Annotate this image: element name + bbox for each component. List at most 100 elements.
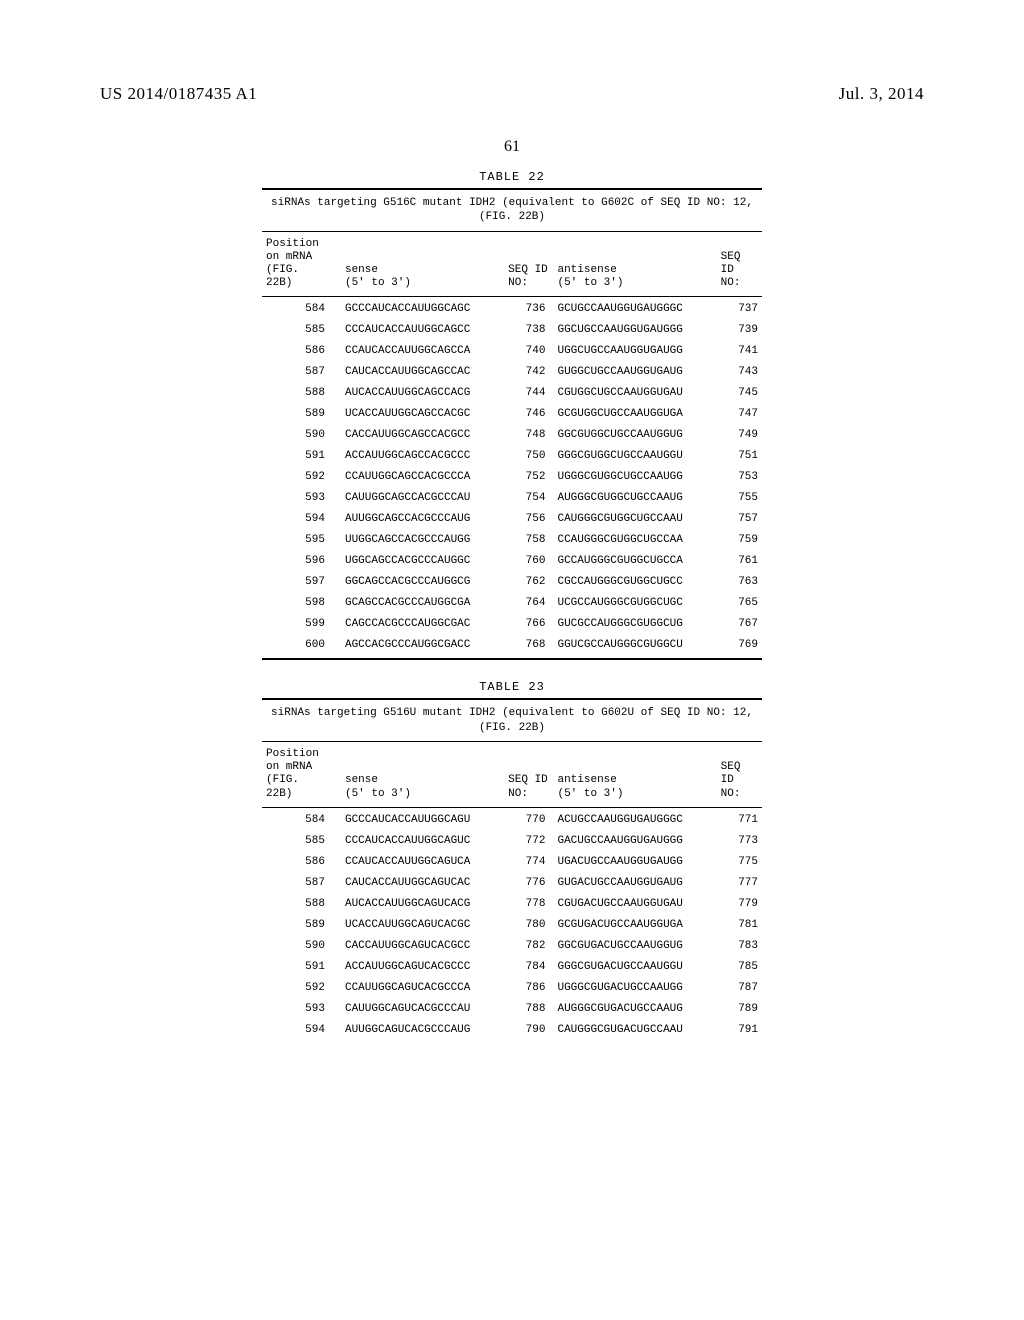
cell-seqid-antisense: 745 <box>717 383 762 404</box>
cell-position: 588 <box>262 894 341 915</box>
cell-position: 587 <box>262 873 341 894</box>
table-row: 585CCCAUCACCAUUGGCAGUC772GACUGCCAAUGGUGA… <box>262 831 762 852</box>
cell-sense: CAUCACCAUUGGCAGCCAC <box>341 362 504 383</box>
table-row: 587CAUCACCAUUGGCAGCCAC742GUGGCUGCCAAUGGU… <box>262 362 762 383</box>
cell-seqid-sense: 788 <box>504 999 553 1020</box>
table-row: 591ACCAUUGGCAGCCACGCCC750GGGCGUGGCUGCCAA… <box>262 446 762 467</box>
cell-position: 591 <box>262 957 341 978</box>
cell-sense: CAUCACCAUUGGCAGUCAC <box>341 873 504 894</box>
sirna-table: TABLE 22 siRNAs targeting G516C mutant ID… <box>262 170 762 660</box>
cell-seqid-sense: 756 <box>504 509 553 530</box>
cell-seqid-sense: 774 <box>504 852 553 873</box>
cell-sense: GCCCAUCACCAUUGGCAGU <box>341 810 504 831</box>
cell-antisense: GACUGCCAAUGGUGAUGGG <box>553 831 716 852</box>
cell-seqid-sense: 782 <box>504 936 553 957</box>
col-sense-header: sense(5' to 3') <box>341 234 504 295</box>
cell-position: 596 <box>262 551 341 572</box>
cell-position: 594 <box>262 509 341 530</box>
cell-seqid-sense: 772 <box>504 831 553 852</box>
cell-sense: AUUGGCAGUCACGCCCAUG <box>341 1020 504 1041</box>
cell-seqid-antisense: 785 <box>717 957 762 978</box>
table-row: 584GCCCAUCACCAUUGGCAGU770ACUGCCAAUGGUGAU… <box>262 810 762 831</box>
cell-antisense: CCAUGGGCGUGGCUGCCAA <box>553 530 716 551</box>
table-row: 595UUGGCAGCCACGCCCAUGG758CCAUGGGCGUGGCUG… <box>262 530 762 551</box>
table-caption: siRNAs targeting G516C mutant IDH2 (equi… <box>262 192 762 229</box>
cell-antisense: GGCGUGGCUGCCAAUGGUG <box>553 425 716 446</box>
table-row: 588AUCACCAUUGGCAGUCACG778CGUGACUGCCAAUGG… <box>262 894 762 915</box>
tables-area: TABLE 22 siRNAs targeting G516C mutant ID… <box>262 170 762 1061</box>
table-bottom-rule <box>262 658 762 660</box>
cell-sense: CACCAUUGGCAGCCACGCC <box>341 425 504 446</box>
cell-position: 600 <box>262 635 341 656</box>
cell-sense: CCAUCACCAUUGGCAGUCA <box>341 852 504 873</box>
cell-antisense: CGUGACUGCCAAUGGUGAU <box>553 894 716 915</box>
cell-antisense: GCCAUGGGCGUGGCUGCCA <box>553 551 716 572</box>
cell-seqid-antisense: 781 <box>717 915 762 936</box>
cell-position: 598 <box>262 593 341 614</box>
cell-antisense: UGACUGCCAAUGGUGAUGG <box>553 852 716 873</box>
cell-seqid-antisense: 783 <box>717 936 762 957</box>
publication-number: US 2014/0187435 A1 <box>100 84 257 104</box>
cell-seqid-sense: 764 <box>504 593 553 614</box>
cell-seqid-sense: 786 <box>504 978 553 999</box>
col-position-header: Positionon mRNA(FIG.22B) <box>262 234 341 295</box>
cell-sense: AUCACCAUUGGCAGCCACG <box>341 383 504 404</box>
cell-position: 594 <box>262 1020 341 1041</box>
cell-position: 588 <box>262 383 341 404</box>
cell-seqid-sense: 746 <box>504 404 553 425</box>
cell-seqid-antisense: 791 <box>717 1020 762 1041</box>
cell-seqid-sense: 762 <box>504 572 553 593</box>
cell-seqid-antisense: 789 <box>717 999 762 1020</box>
cell-seqid-sense: 738 <box>504 320 553 341</box>
table-row: 597GGCAGCCACGCCCAUGGCG762CGCCAUGGGCGUGGC… <box>262 572 762 593</box>
col-position-header: Positionon mRNA(FIG.22B) <box>262 744 341 805</box>
cell-antisense: CGCCAUGGGCGUGGCUGCC <box>553 572 716 593</box>
cell-seqid-sense: 784 <box>504 957 553 978</box>
cell-seqid-antisense: 771 <box>717 810 762 831</box>
cell-sense: CAUUGGCAGCCACGCCCAU <box>341 488 504 509</box>
table-row: 593CAUUGGCAGCCACGCCCAU754AUGGGCGUGGCUGCC… <box>262 488 762 509</box>
cell-seqid-sense: 770 <box>504 810 553 831</box>
cell-antisense: UGGGCGUGGCUGCCAAUGG <box>553 467 716 488</box>
table-row: 585CCCAUCACCAUUGGCAGCC738GGCUGCCAAUGGUGA… <box>262 320 762 341</box>
cell-seqid-antisense: 753 <box>717 467 762 488</box>
table-row: 588AUCACCAUUGGCAGCCACG744CGUGGCUGCCAAUGG… <box>262 383 762 404</box>
cell-antisense: GGUCGCCAUGGGCGUGGCU <box>553 635 716 656</box>
table-row: 584GCCCAUCACCAUUGGCAGC736GCUGCCAAUGGUGAU… <box>262 299 762 320</box>
cell-position: 590 <box>262 936 341 957</box>
cell-antisense: GCUGCCAAUGGUGAUGGGC <box>553 299 716 320</box>
cell-seqid-antisense: 751 <box>717 446 762 467</box>
cell-antisense: CGUGGCUGCCAAUGGUGAU <box>553 383 716 404</box>
publication-date: Jul. 3, 2014 <box>839 84 924 104</box>
cell-seqid-antisense: 747 <box>717 404 762 425</box>
cell-sense: CCAUCACCAUUGGCAGCCA <box>341 341 504 362</box>
cell-antisense: GGCUGCCAAUGGUGAUGGG <box>553 320 716 341</box>
cell-seqid-sense: 778 <box>504 894 553 915</box>
cell-position: 584 <box>262 299 341 320</box>
cell-position: 585 <box>262 831 341 852</box>
cell-seqid-antisense: 765 <box>717 593 762 614</box>
cell-antisense: UCGCCAUGGGCGUGGCUGC <box>553 593 716 614</box>
sirna-table: TABLE 23siRNAs targeting G516U mutant ID… <box>262 680 762 1040</box>
cell-antisense: CAUGGGCGUGGCUGCCAAU <box>553 509 716 530</box>
cell-sense: UCACCAUUGGCAGUCACGC <box>341 915 504 936</box>
cell-seqid-antisense: 755 <box>717 488 762 509</box>
cell-seqid-sense: 790 <box>504 1020 553 1041</box>
cell-seqid-sense: 766 <box>504 614 553 635</box>
cell-antisense: GUCGCCAUGGGCGUGGCUG <box>553 614 716 635</box>
table-title: TABLE 22 <box>262 170 762 184</box>
table-row: 592CCAUUGGCAGUCACGCCCA786UGGGCGUGACUGCCA… <box>262 978 762 999</box>
col-seqid-antisense-header: SEQ IDNO: <box>717 744 762 805</box>
table-row: 591ACCAUUGGCAGUCACGCCC784GGGCGUGACUGCCAA… <box>262 957 762 978</box>
table-row: 587CAUCACCAUUGGCAGUCAC776GUGACUGCCAAUGGU… <box>262 873 762 894</box>
table-row: 586CCAUCACCAUUGGCAGCCA740UGGCUGCCAAUGGUG… <box>262 341 762 362</box>
col-antisense-header: antisense(5' to 3') <box>553 744 716 805</box>
cell-seqid-antisense: 759 <box>717 530 762 551</box>
table-row: 598GCAGCCACGCCCAUGGCGA764UCGCCAUGGGCGUGG… <box>262 593 762 614</box>
cell-seqid-sense: 742 <box>504 362 553 383</box>
col-antisense-header: antisense(5' to 3') <box>553 234 716 295</box>
cell-antisense: ACUGCCAAUGGUGAUGGGC <box>553 810 716 831</box>
cell-seqid-sense: 776 <box>504 873 553 894</box>
cell-seqid-antisense: 743 <box>717 362 762 383</box>
cell-antisense: GGGCGUGGCUGCCAAUGGU <box>553 446 716 467</box>
